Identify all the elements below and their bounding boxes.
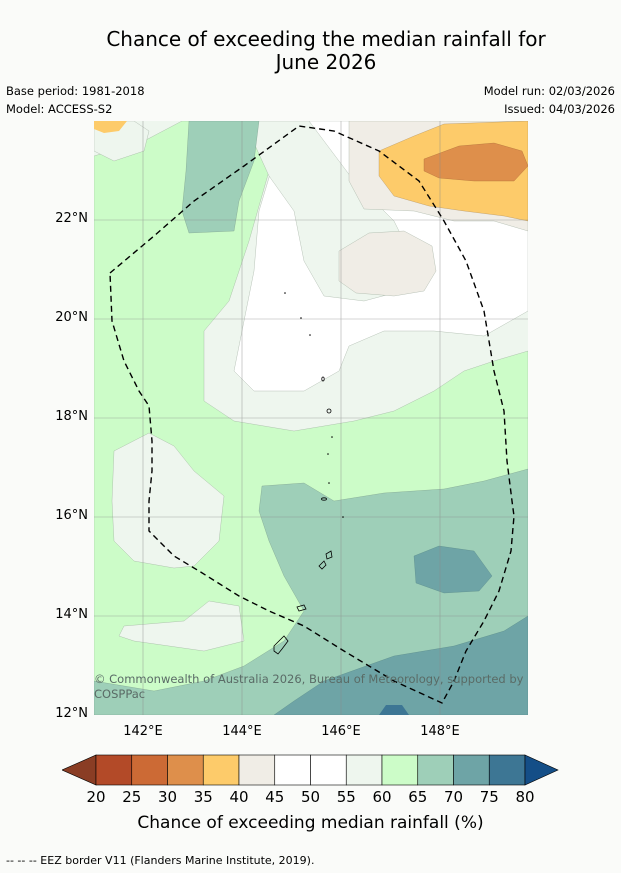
colorbar-cell-45 [274,754,311,786]
colorbar-cell-40 [238,754,276,786]
y-label-12n: 12°N [55,706,88,721]
zone-30-35 [423,142,528,182]
issued-date: Issued: 04/03/2026 [504,102,615,116]
eez-border [109,125,515,704]
y-label-16n: 16°N [55,508,88,523]
colorbar [61,754,560,790]
x-label-142e: 142°E [123,724,163,739]
copyright-notice: © Commonwealth of Australia 2026, Bureau… [94,672,524,701]
colorbar-tick-50: 50 [300,788,321,806]
zone-70-75-south [273,615,528,715]
colorbar-tick-45: 45 [265,788,285,806]
colorbar-tick-60: 60 [372,788,392,806]
colorbar-tick-55: 55 [336,788,356,806]
base-period: Base period: 1981-2018 [6,84,145,98]
meta-right: Model run: 02/03/2026 Issued: 04/03/2026 [484,82,615,118]
zone-70-75-island [413,545,493,594]
model-name: Model: ACCESS-S2 [6,102,113,116]
map-svg [94,121,528,715]
model-run: Model run: 02/03/2026 [483,84,615,98]
colorbar-tick-40: 40 [229,788,249,806]
colorbar-cell-50 [310,754,347,786]
colorbar-over-arrow [524,754,559,786]
title-line-1: Chance of exceeding the median rainfall … [106,27,546,51]
colorbar-cell-55 [345,754,383,786]
y-label-20n: 20°N [55,310,88,325]
colorbar-cell-25 [131,754,168,786]
colorbar-cell-65 [417,754,454,786]
colorbar-tick-80: 80 [515,788,535,806]
x-label-144e: 144°E [222,724,262,739]
colorbar-cell-75 [488,754,526,786]
meta-left: Base period: 1981-2018 Model: ACCESS-S2 [6,82,145,118]
colorbar-title: Chance of exceeding median rainfall (%) [137,813,484,833]
y-label-18n: 18°N [55,409,88,424]
colorbar-tick-35: 35 [193,788,213,806]
colorbar-svg [61,754,559,786]
colorbar-tick-75: 75 [479,788,499,806]
colorbar-tick-20: 20 [86,788,106,806]
zone-south-light [118,600,245,652]
colorbar-tick-65: 65 [408,788,428,806]
islands [273,376,333,655]
colorbar-tick-30: 30 [157,788,178,806]
x-label-148e: 148°E [420,724,460,739]
y-label-22n: 22°N [55,211,88,226]
rainfall-map [94,121,528,715]
zone-west-light [111,432,225,569]
map-title: Chance of exceeding the median rainfall … [0,28,621,74]
zone-40-45-mid [338,230,437,297]
colorbar-tick-70: 70 [443,788,464,806]
colorbar-under-arrow [61,754,97,786]
graticule [94,121,528,715]
zone-75-80 [379,705,409,715]
zone-65-70-north [181,121,260,234]
islets [284,292,344,518]
colorbar-cell-30 [167,754,204,786]
colorbar-cells [95,754,526,786]
colorbar-cell-20 [95,754,133,786]
y-label-14n: 14°N [55,607,88,622]
colorbar-cell-35 [202,754,240,786]
footer-note: -- -- -- EEZ border V11 (Flanders Marine… [6,854,315,867]
colorbar-cell-70 [453,754,490,786]
x-label-146e: 146°E [321,724,361,739]
zone-corner-orange [94,121,127,133]
colorbar-cell-60 [381,754,419,786]
title-line-2: June 2026 [275,50,377,74]
colorbar-tick-25: 25 [122,788,142,806]
